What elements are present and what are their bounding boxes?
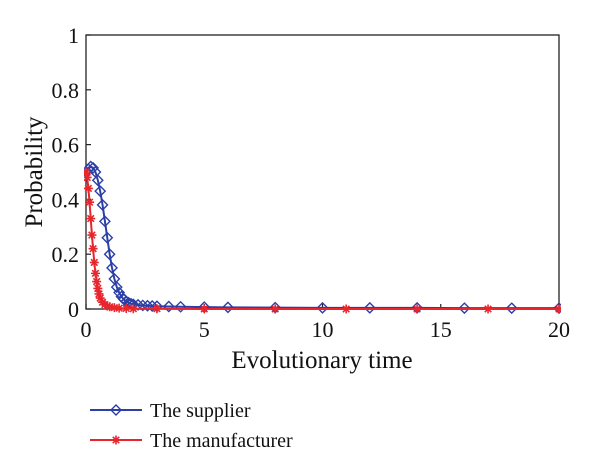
data-point-supplier (136, 299, 149, 312)
data-point-supplier (221, 301, 234, 314)
data-point-supplier (91, 174, 104, 187)
data-point-supplier (110, 281, 123, 294)
data-point-manufacturer (152, 304, 162, 314)
data-point-manufacturer (84, 167, 91, 177)
series-layer (84, 160, 561, 315)
x-axis: 0 5 10 15 20 (81, 304, 570, 342)
x-tick-label: 20 (548, 317, 570, 342)
data-point-supplier (174, 300, 187, 313)
y-tick-label: 0.8 (52, 78, 80, 103)
y-tick-label: 0.2 (52, 242, 80, 267)
data-point-manufacturer (554, 304, 561, 314)
data-point-supplier (363, 301, 376, 314)
data-point-supplier (101, 231, 114, 244)
data-point-supplier (96, 198, 109, 211)
y-tick-label: 0.4 (52, 187, 80, 212)
y-axis: 0 0.2 0.4 0.6 0.8 1 (52, 23, 91, 322)
legend-item-supplier: The supplier (90, 400, 251, 422)
data-point-supplier (94, 185, 107, 198)
data-point-manufacturer (114, 303, 124, 313)
legend-marker-manufacturer (111, 435, 121, 445)
y-tick-label: 0 (68, 297, 79, 322)
data-point-supplier (162, 300, 175, 313)
series-manufacturer (84, 167, 561, 314)
data-point-supplier (146, 299, 159, 312)
data-point-manufacturer (95, 293, 105, 303)
data-point-supplier (98, 215, 111, 228)
y-axis-label: Probability (21, 116, 48, 228)
data-point-supplier (132, 298, 145, 311)
data-point-manufacturer (84, 172, 92, 182)
data-point-manufacturer (89, 257, 99, 267)
data-point-manufacturer (109, 303, 119, 313)
data-point-manufacturer (86, 214, 96, 224)
x-tick-label: 0 (81, 317, 92, 342)
legend-label-manufacturer: The manufacturer (150, 430, 293, 452)
y-tick-label: 0.6 (52, 133, 80, 158)
x-tick-label: 10 (312, 317, 334, 342)
data-point-manufacturer (341, 304, 351, 314)
y-tick-label: 1 (68, 23, 79, 48)
data-point-supplier (141, 299, 154, 312)
data-point-manufacturer (270, 304, 280, 314)
legend-marker-supplier (110, 404, 122, 416)
data-point-manufacturer (412, 304, 422, 314)
data-point-supplier (505, 302, 518, 315)
data-point-manufacturer (90, 268, 100, 278)
data-point-supplier (458, 302, 471, 315)
legend-item-manufacturer: The manufacturer (90, 430, 293, 452)
x-tick-label: 5 (199, 317, 210, 342)
legend-label-supplier: The supplier (150, 400, 251, 422)
data-point-supplier (103, 248, 116, 261)
data-point-supplier (87, 161, 100, 174)
data-point-manufacturer (85, 197, 95, 207)
data-point-manufacturer (128, 304, 138, 314)
data-point-manufacturer (84, 183, 93, 193)
data-point-manufacturer (199, 304, 209, 314)
legend: The supplier The manufacturer (90, 400, 293, 452)
data-point-manufacturer (87, 230, 97, 240)
data-point-manufacturer (102, 301, 112, 311)
x-axis-label: Evolutionary time (231, 347, 412, 374)
data-point-manufacturer (483, 304, 493, 314)
data-point-manufacturer (92, 277, 102, 287)
data-point-manufacturer (121, 303, 131, 313)
data-point-manufacturer (94, 289, 104, 299)
data-point-supplier (106, 261, 119, 274)
x-tick-label: 15 (430, 317, 452, 342)
data-point-supplier (316, 301, 329, 314)
plot-area (85, 34, 560, 310)
data-point-manufacturer (105, 302, 115, 312)
data-point-manufacturer (88, 244, 98, 254)
data-point-supplier (113, 286, 126, 299)
data-point-manufacturer (93, 283, 103, 293)
